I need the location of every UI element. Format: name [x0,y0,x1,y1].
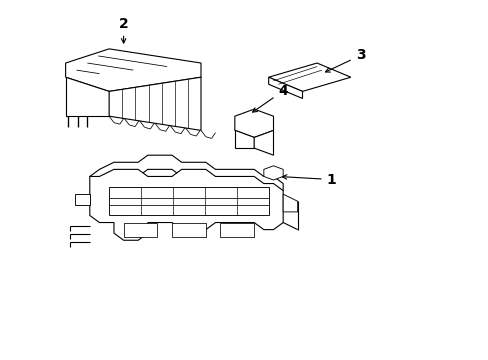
Text: 4: 4 [252,84,287,112]
Text: 1: 1 [282,172,336,186]
Polygon shape [234,130,254,148]
Polygon shape [90,169,283,240]
Polygon shape [65,49,201,91]
Polygon shape [254,130,273,155]
Polygon shape [283,194,297,212]
Polygon shape [220,222,254,237]
Polygon shape [264,166,283,180]
Polygon shape [123,222,157,237]
Polygon shape [268,63,350,91]
Text: 3: 3 [325,49,365,72]
Polygon shape [172,222,205,237]
Polygon shape [234,109,273,138]
Polygon shape [90,155,283,191]
Polygon shape [109,187,268,215]
Polygon shape [65,77,109,116]
Text: 2: 2 [119,17,128,43]
Polygon shape [75,194,90,205]
Polygon shape [109,77,201,130]
Polygon shape [268,77,302,99]
